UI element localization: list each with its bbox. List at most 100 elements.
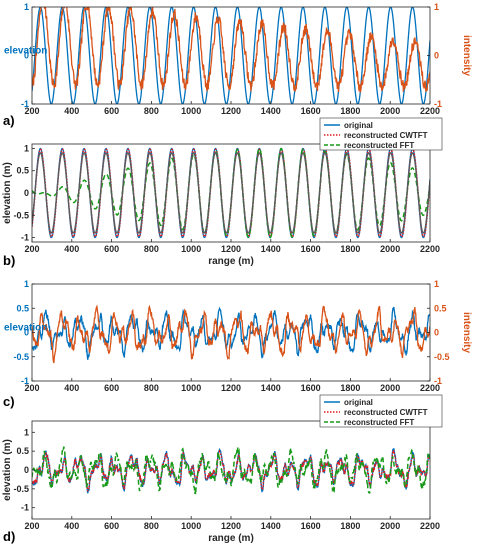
x-tick-label: 800 [144,383,159,393]
plot-frame [31,420,431,520]
x-tick-label: 600 [104,244,119,254]
x-tick-label: 600 [104,106,119,116]
y-tick-label: -0.5 [13,352,29,362]
x-tick-label: 2200 [420,106,440,116]
y2-tick-label: 1 [434,2,439,12]
legend-entry: reconstructed CWTFT [344,408,428,417]
legend-box [319,394,443,428]
x-tick-label: 200 [24,244,39,254]
x-tick-label: 800 [144,521,159,531]
series-line-reconstructed-cwtft [32,449,430,492]
series-line-gray [32,152,430,234]
x-tick-label: 2000 [380,244,400,254]
x-axis-label: range (m) [208,533,254,544]
x-tick-label: 1400 [261,106,281,116]
legend-entry: reconstructed FFT [344,418,414,427]
x-tick-label: 800 [144,244,159,254]
x-tick-label: 1600 [301,244,321,254]
series-line-blue [32,306,430,360]
x-tick-label: 200 [24,521,39,531]
y2-tick-label: -1 [434,99,442,109]
y-tick-label: 0 [24,51,29,61]
x-tick-label: 1600 [301,383,321,393]
x-tick-label: 600 [104,383,119,393]
x-tick-label: 400 [64,244,79,254]
y-tick-label: 0.5 [16,166,29,176]
series-line-orange [32,304,430,364]
y-tick-label: 0.5 [16,303,29,313]
y2-tick-label: 0 [434,328,439,338]
x-tick-label: 1800 [340,383,360,393]
x-tick-label: 1000 [181,521,201,531]
legend-entry: reconstructed CWTFT [344,131,428,140]
x-tick-label: 1000 [181,383,201,393]
y-tick-label: -1 [21,233,29,243]
panel-label: d) [3,529,15,544]
panel-label: c) [3,394,15,409]
x-tick-label: 400 [64,383,79,393]
x-tick-label: 2000 [380,106,400,116]
x-tick-label: 400 [64,106,79,116]
x-tick-label: 2200 [420,244,440,254]
x-tick-label: 800 [144,106,159,116]
y-tick-label: 0 [24,465,29,475]
y-tick-label: 0 [24,328,29,338]
x-tick-label: 1600 [301,106,321,116]
x-tick-label: 1600 [301,521,321,531]
x-tick-label: 1800 [340,244,360,254]
y2-axis-label: intensity [461,312,472,354]
x-tick-label: 600 [104,521,119,531]
y2-tick-label: -1 [434,376,442,386]
y2-tick-label: 1 [434,279,439,289]
chart-panel-1: 200 400 600 800 1000 1200 1400 1600 1800 2000 2200… [3,2,472,128]
x-tick-label: 1800 [340,106,360,116]
y-tick-label: 1 [24,427,29,437]
x-tick-label: 1000 [181,244,201,254]
x-tick-label: 200 [24,106,39,116]
y2-tick-label: -0.5 [434,352,450,362]
x-tick-label: 1200 [221,244,241,254]
y-tick-label: 1 [24,143,29,153]
y-axis-label: elevation [4,46,47,57]
y-tick-label: 1 [24,279,29,289]
y-tick-label: 0 [24,188,29,198]
y2-tick-label: 0.5 [434,303,447,313]
chart-panel-4: 200 400 600 800 1000 1200 1400 1600 1800 2000 2200… [2,394,443,544]
y-axis-label: elevation [4,323,47,334]
y-tick-label: 0.5 [16,446,29,456]
y-axis-label: elevation (m) [2,162,13,224]
legend-entry: reconstructed FFT [344,141,414,150]
y-axis-label: elevation (m) [2,439,13,501]
x-tick-label: 1200 [221,383,241,393]
y-tick-label: 1 [24,2,29,12]
chart-panel-2: 200 400 600 800 1000 1200 1400 1600 1800 2000 2200… [2,117,443,268]
x-tick-label: 2200 [420,521,440,531]
x-tick-label: 1200 [221,106,241,116]
x-tick-label: 2000 [380,521,400,531]
series-line-original [32,147,430,239]
y-tick-label: -0.5 [13,484,29,494]
x-tick-label: 1400 [261,244,281,254]
chart-panel-3: 200 400 600 800 1000 1200 1400 1600 1800 2000 2200… [3,279,472,409]
x-tick-label: 200 [24,383,39,393]
x-axis-label: range (m) [208,256,254,267]
y-tick-label: -1 [21,503,29,513]
y-tick-label: -0.5 [13,210,29,220]
x-tick-label: 1400 [261,521,281,531]
series-line-reconstructed-fft [32,446,430,495]
legend-entry: original [344,398,373,407]
x-tick-label: 1000 [181,106,201,116]
x-tick-label: 2200 [420,383,440,393]
y-tick-label: -1 [21,376,29,386]
legend-entry: original [344,121,373,130]
x-tick-label: 2000 [380,383,400,393]
panel-label: b) [3,253,15,268]
x-tick-label: 1200 [221,521,241,531]
legend-box [319,117,443,151]
x-tick-label: 1800 [340,521,360,531]
series-line-orange [32,7,430,93]
x-tick-label: 400 [64,521,79,531]
